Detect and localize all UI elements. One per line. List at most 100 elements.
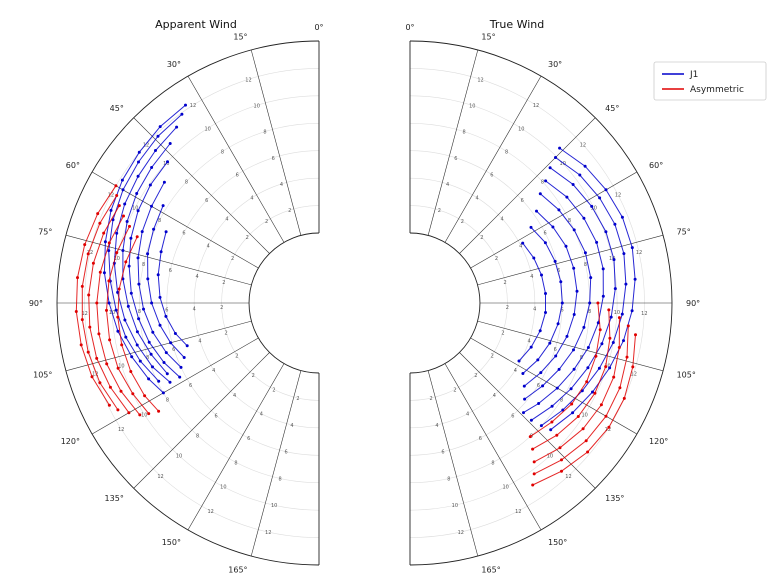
- data-point: [617, 346, 621, 349]
- data-point: [608, 336, 612, 340]
- radial-tick-label: 2: [220, 305, 223, 311]
- data-point: [631, 365, 635, 369]
- data-point: [554, 156, 557, 159]
- radial-tick-label: 2: [231, 256, 234, 262]
- radial-tick-label: 2: [501, 330, 504, 336]
- data-point: [590, 204, 594, 208]
- data-point: [98, 221, 102, 225]
- data-point: [540, 273, 543, 277]
- data-point: [586, 346, 590, 349]
- data-point: [572, 266, 576, 270]
- radial-tick-label: 12: [615, 193, 621, 199]
- angular-spoke: [470, 171, 638, 269]
- angle-tick-label: 135°: [605, 494, 624, 503]
- radial-tick-label: 4: [207, 243, 210, 249]
- radial-tick-label: 4: [250, 196, 253, 202]
- data-point: [168, 142, 172, 145]
- data-point: [555, 433, 559, 437]
- data-point: [598, 196, 602, 200]
- data-point: [586, 366, 590, 370]
- radial-tick-label: 6: [165, 308, 168, 314]
- data-point: [129, 370, 133, 373]
- data-point: [601, 294, 605, 298]
- data-point: [185, 344, 189, 348]
- data-point: [600, 342, 604, 346]
- angle-tick-label: 135°: [105, 494, 124, 503]
- data-point: [164, 351, 168, 355]
- data-point: [582, 216, 586, 220]
- data-point: [521, 241, 525, 245]
- data-point: [97, 332, 101, 336]
- data-point: [121, 188, 125, 192]
- radial-tick-label: 8: [279, 476, 282, 482]
- data-point: [114, 184, 118, 188]
- data-point: [539, 424, 543, 428]
- data-point: [98, 381, 102, 385]
- series-line: [541, 157, 627, 427]
- angle-tick-label: 150°: [548, 538, 567, 547]
- radial-tick-label: 4: [233, 393, 236, 399]
- radial-tick-label: 8: [196, 433, 199, 439]
- data-point: [620, 312, 624, 316]
- radial-tick-label: 10: [220, 485, 226, 491]
- data-point: [589, 276, 593, 280]
- data-point: [147, 377, 151, 381]
- radial-tick-label: 4: [198, 339, 201, 345]
- data-point: [571, 183, 575, 186]
- angle-tick-label: 90°: [686, 299, 700, 308]
- radial-tick-label: 2: [453, 387, 456, 393]
- radial-tick-label: 2: [474, 373, 477, 379]
- data-point: [95, 356, 99, 360]
- data-point: [543, 241, 547, 245]
- series-line: [523, 180, 604, 414]
- data-point: [86, 350, 90, 354]
- data-point: [151, 365, 154, 369]
- radial-tick-label: 8: [185, 180, 188, 186]
- data-point: [128, 224, 131, 228]
- data-point: [135, 343, 139, 347]
- series-j1: [102, 103, 189, 395]
- radial-tick-label: 10: [132, 205, 138, 211]
- data-point: [116, 290, 120, 294]
- angular-spoke: [477, 320, 664, 372]
- radial-tick-label: 12: [458, 530, 464, 536]
- radial-tick-label: 6: [537, 383, 540, 389]
- legend-label-j1: J1: [689, 70, 698, 80]
- radial-tick-label: 6: [561, 308, 564, 314]
- radial-tick-label: 12: [108, 193, 114, 199]
- data-point: [107, 241, 111, 245]
- data-point: [604, 188, 608, 192]
- data-point: [528, 435, 532, 439]
- radial-tick-label: 8: [166, 398, 169, 404]
- angular-spoke: [470, 337, 638, 435]
- radial-tick-label: 8: [568, 218, 571, 224]
- radial-tick-label: 12: [515, 509, 521, 515]
- series-line: [122, 143, 171, 375]
- radial-tick-label: 12: [636, 250, 642, 256]
- data-point: [538, 192, 542, 196]
- data-point: [612, 375, 616, 379]
- radial-tick-label: 8: [560, 398, 563, 404]
- legend: J1 Asymmetric: [653, 61, 767, 101]
- data-point: [102, 271, 106, 275]
- radial-tick-label: 6: [511, 413, 514, 419]
- data-point: [612, 258, 616, 262]
- data-point: [608, 366, 612, 370]
- radial-tick-label: 6: [454, 156, 457, 162]
- data-point: [622, 339, 625, 343]
- data-point: [162, 361, 166, 364]
- radial-tick-label: 8: [541, 180, 544, 186]
- data-point: [564, 244, 568, 248]
- radial-tick-label: 4: [527, 339, 530, 345]
- angular-spoke: [250, 49, 302, 236]
- radial-tick-label: 2: [296, 396, 299, 402]
- data-point: [126, 304, 130, 308]
- apparent-wind-panel: Apparent Wind 2 4 6 8 10 12 2 4 6 8 10 12 2 4 6 8 10 12 2 4…: [29, 18, 329, 576]
- radial-tick-label: 6: [189, 383, 192, 389]
- data-point: [88, 325, 92, 329]
- radial-tick-label: 12: [118, 427, 124, 433]
- data-point: [147, 340, 151, 344]
- angular-spoke: [459, 352, 596, 489]
- data-point: [169, 341, 173, 345]
- angle-tick-label: 0°: [314, 23, 323, 32]
